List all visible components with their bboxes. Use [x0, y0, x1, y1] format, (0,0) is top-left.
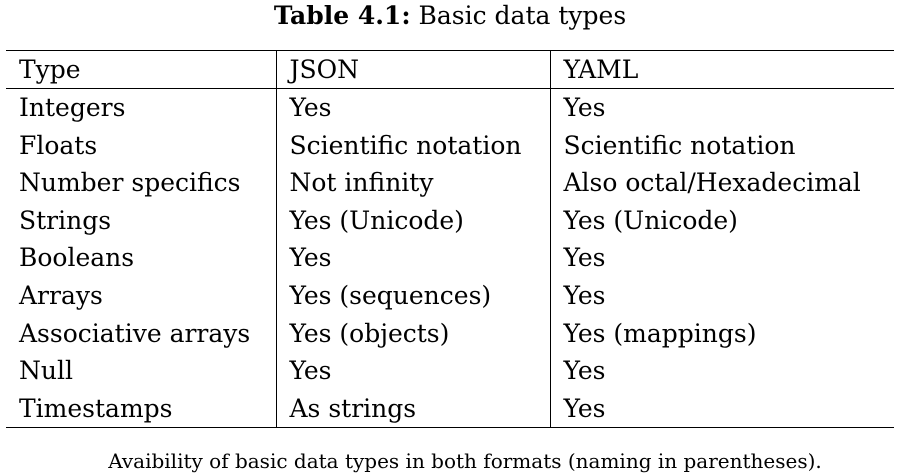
cell-type: Floats: [6, 126, 277, 165]
cell-type: Associative arrays: [6, 314, 277, 353]
header-yaml: YAML: [563, 55, 639, 84]
table-footnote: Avaibility of basic data types in both f…: [108, 449, 822, 473]
cell-json: Yes: [276, 352, 551, 390]
cell-json: As strings: [276, 389, 551, 429]
cell-yaml: Yes (mappings): [563, 318, 757, 348]
header-type: Type: [6, 50, 277, 89]
table-row: Null Yes Yes: [6, 352, 894, 390]
cell-json: Yes: [276, 239, 551, 277]
cell-yaml: Also octal/Hexadecimal: [563, 168, 861, 198]
header-json: JSON: [276, 50, 551, 89]
cell-json: Not infinity: [276, 164, 551, 202]
cell-yaml: Yes (Unicode): [563, 205, 738, 235]
cell-type: Booleans: [6, 239, 277, 277]
cell-type: Strings: [6, 201, 277, 240]
table-caption-label: Table 4.1:: [273, 1, 411, 30]
cell-json: Yes (sequences): [276, 276, 551, 315]
cell-json: Scientific notation: [276, 126, 551, 165]
table-row: Number specifics Not infinity Also octal…: [6, 164, 894, 202]
table-row: Arrays Yes (sequences) Yes: [6, 276, 894, 315]
cell-json: Yes (Unicode): [276, 201, 551, 240]
table-row: Timestamps As strings Yes: [6, 389, 894, 429]
cell-json: Yes: [276, 88, 551, 127]
cell-yaml: Yes: [563, 356, 606, 386]
cell-yaml: Yes: [563, 280, 606, 310]
table-row: Associative arrays Yes (objects) Yes (ma…: [6, 314, 894, 353]
cell-yaml: Yes: [563, 243, 606, 273]
table-caption: Table 4.1: Basic data types: [0, 0, 900, 32]
cell-type: Null: [6, 352, 277, 390]
cell-json: Yes (objects): [276, 314, 551, 353]
table-header-row: Type JSON YAML: [6, 50, 894, 89]
table-row: Floats Scientific notation Scientific no…: [6, 126, 894, 165]
table-caption-title: Basic data types: [418, 1, 627, 30]
data-types-table-container: Type JSON YAML Integers Yes Yes Floats S…: [6, 50, 894, 429]
table-row: Strings Yes (Unicode) Yes (Unicode): [6, 201, 894, 240]
cell-type: Integers: [6, 88, 277, 127]
cell-type: Number specifics: [6, 164, 277, 202]
cell-yaml: Yes: [563, 93, 606, 122]
cell-yaml: Yes: [550, 389, 894, 429]
table-row: Booleans Yes Yes: [6, 239, 894, 277]
cell-type: Timestamps: [6, 389, 277, 429]
cell-type: Arrays: [6, 276, 277, 315]
table-row: Integers Yes Yes: [6, 88, 894, 127]
data-types-table: Type JSON YAML Integers Yes Yes Floats S…: [6, 50, 894, 429]
cell-yaml: Scientific notation: [563, 130, 796, 160]
